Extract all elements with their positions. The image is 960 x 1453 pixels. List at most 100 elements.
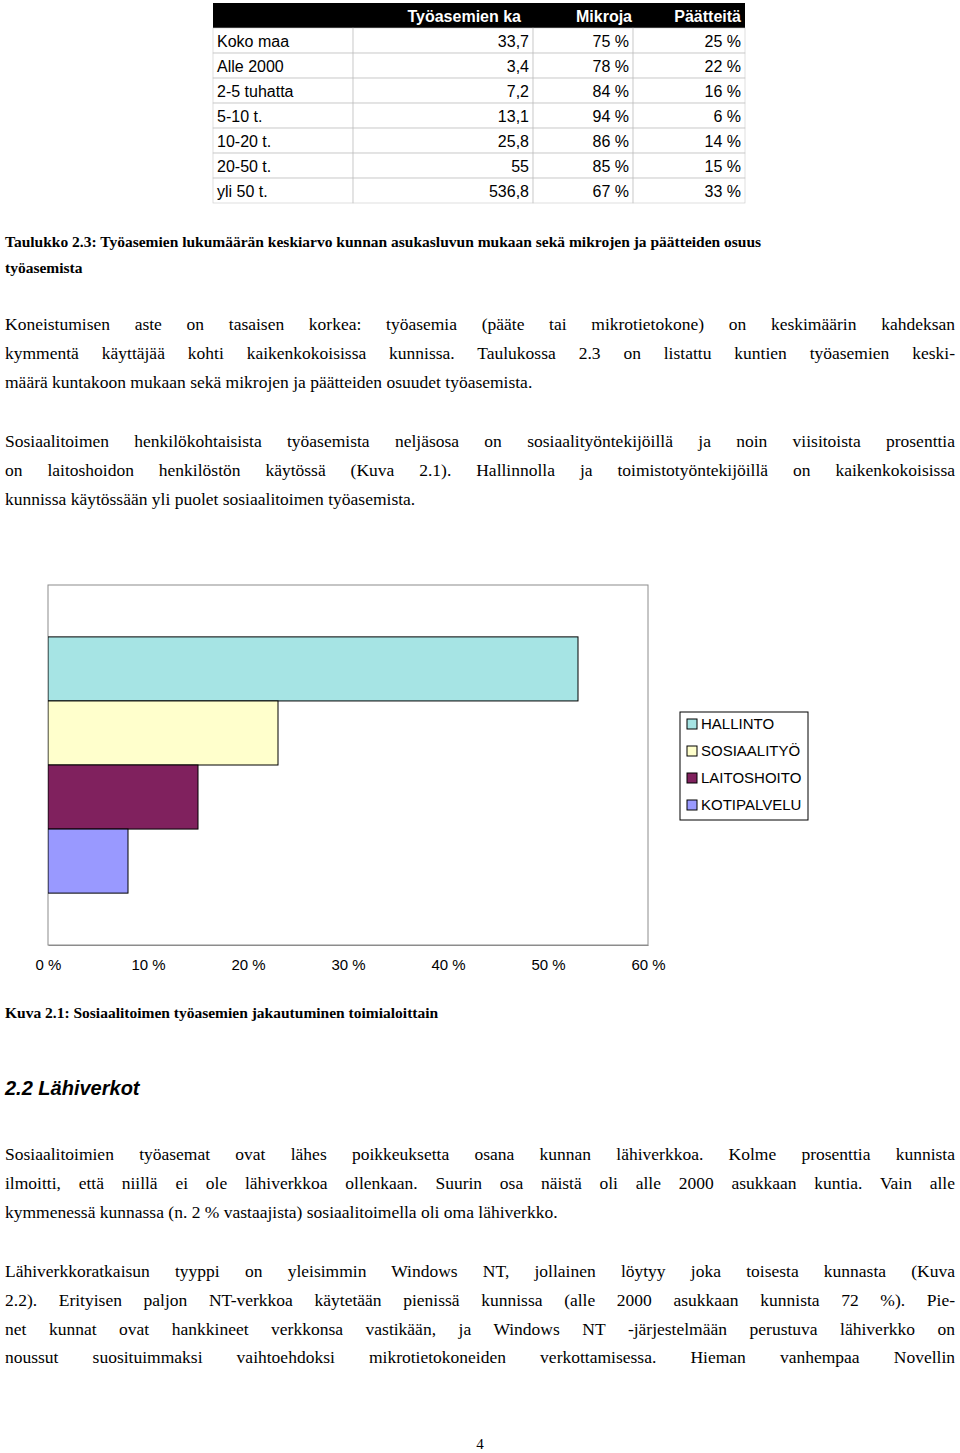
table-cell-text: 33 %: [705, 183, 741, 200]
table-cell-text: 2-5 tuhatta: [217, 83, 294, 100]
table-cell-text: 10-20 t.: [217, 133, 271, 150]
table-cell: [633, 78, 745, 103]
table-cell: [353, 78, 533, 103]
table-cell-text: 6 %: [713, 108, 741, 125]
table-header: Työasemien ka: [407, 8, 521, 25]
x-tick-label: 10 %: [131, 956, 165, 973]
table-cell: [353, 178, 533, 203]
table-cell: [353, 128, 533, 153]
plot-frame: [48, 585, 648, 945]
text-line: Kuva 2.1: Sosiaalitoimen työasemien jaka…: [5, 1004, 439, 1021]
table-cell-text: 78 %: [593, 58, 629, 75]
table-cell-text: Koko maa: [217, 33, 289, 50]
table-cell: [213, 153, 353, 178]
bar: [48, 765, 198, 829]
legend-swatch: [687, 746, 697, 756]
table-cell-text: 25,8: [498, 133, 529, 150]
x-tick: 50 %: [531, 945, 565, 973]
table-cell-text: 14 %: [705, 133, 741, 150]
table-cell-text: 25 %: [705, 33, 741, 50]
table-cell-text: 94 %: [593, 108, 629, 125]
legend-box: [680, 712, 808, 820]
table-cell-text: 85 %: [593, 158, 629, 175]
legend-swatch: [687, 719, 697, 729]
legend-label: HALLINTO: [701, 715, 774, 732]
text-line: ilmoitti, että niillä ei ole lähiverkkoa…: [5, 1173, 955, 1193]
x-tick: 60 %: [631, 945, 665, 973]
x-axis-line: [49, 945, 649, 946]
table-cell: [213, 128, 353, 153]
table-header: Päätteitä: [674, 8, 741, 25]
table-cell: [213, 178, 353, 203]
table-cell-text: 55: [511, 158, 529, 175]
table-cell-text: 20-50 t.: [217, 158, 271, 175]
chart: 0 % 10 % 20 % 30 % 40 % 50 % 60 % HALLINTO SOSIA…: [36, 585, 808, 973]
table-cell-text: yli 50 t.: [217, 183, 268, 200]
table-cell-text: 86 %: [593, 133, 629, 150]
text-line: 2.2). Erityisen paljon NT-verkkoa käytet…: [5, 1290, 955, 1310]
table-cell: [533, 153, 633, 178]
text-line: Taulukko 2.3: Työasemien lukumäärän kesk…: [5, 233, 761, 250]
table-cell-text: 67 %: [593, 183, 629, 200]
legend: HALLINTO SOSIAALITYÖ LAITOSHOITO KOTIPALVEL…: [680, 712, 808, 820]
table-cell: [533, 53, 633, 78]
legend-label: SOSIAALITYÖ: [701, 742, 800, 759]
table-cell: [353, 153, 533, 178]
x-tick: 40 %: [431, 945, 465, 973]
table-header-bg: [213, 3, 745, 28]
table-cell: [213, 103, 353, 128]
table-cell-text: 3,4: [507, 58, 529, 75]
x-tick-label: 40 %: [431, 956, 465, 973]
table-cell: [353, 103, 533, 128]
table-header: Mikroja: [576, 8, 632, 25]
x-axis: 0 % 10 % 20 % 30 % 40 % 50 % 60 %: [36, 945, 666, 973]
text-line: 2.2 Lähiverkot: [4, 1077, 141, 1099]
legend-label: LAITOSHOITO: [701, 769, 801, 786]
text-line: kunnissa käytössään yli puolet sosiaalit…: [5, 489, 415, 509]
page-number: 4: [476, 1436, 484, 1452]
text-line: kymmentä käyttäjää kohti kaikenkokoisiss…: [5, 343, 955, 363]
text-line: Sosiaalitoimien työasemat ovat lähes poi…: [5, 1144, 955, 1164]
x-tick: 30 %: [331, 945, 365, 973]
page: Työasemien ka Mikroja Päätteitä Koko maa 33,…: [0, 0, 960, 1453]
x-tick-label: 20 %: [231, 956, 265, 973]
table-cell-text: 13,1: [498, 108, 529, 125]
table-cell-text: Alle 2000: [217, 58, 284, 75]
table-cell: [533, 78, 633, 103]
bars: [48, 637, 578, 893]
table-cell: [633, 128, 745, 153]
table-cell-text: 15 %: [705, 158, 741, 175]
text-line: työasemista: [5, 259, 83, 276]
text-line: on laitoshoidon henkilöstön käytössä (Ku…: [5, 460, 955, 480]
table-cell-text: 75 %: [593, 33, 629, 50]
x-tick: 20 %: [231, 945, 265, 973]
text-line: Lähiverkkoratkaisun tyyppi on yleisimmin…: [5, 1261, 955, 1281]
bar: [48, 829, 128, 893]
table-cell: [633, 53, 745, 78]
table-cell: [533, 103, 633, 128]
table-cell-text: 7,2: [507, 83, 529, 100]
bar: [48, 637, 578, 701]
table-cell: [213, 78, 353, 103]
x-tick-label: 50 %: [531, 956, 565, 973]
x-tick: 0 %: [36, 945, 62, 973]
text-line: kymmenessä kunnassa (n. 2 % vastaajista)…: [5, 1202, 558, 1222]
bar: [48, 701, 278, 765]
table-cell: [633, 103, 745, 128]
x-tick: 10 %: [131, 945, 165, 973]
text-line: Sosiaalitoimen henkilökohtaisista työase…: [5, 431, 955, 451]
x-tick-label: 0 %: [36, 956, 62, 973]
table-cell: [353, 28, 533, 53]
table-cell: [213, 28, 353, 53]
table: Työasemien ka Mikroja Päätteitä Koko maa 33,…: [213, 3, 745, 203]
table-cell: [633, 153, 745, 178]
table-cell: [213, 53, 353, 78]
table-cell: [533, 28, 633, 53]
table-cell-text: 33,7: [498, 33, 529, 50]
table-cell-text: 84 %: [593, 83, 629, 100]
x-tick-label: 30 %: [331, 956, 365, 973]
legend-swatch: [687, 773, 697, 783]
text-line: net kunnat ovat hankkineet verkkonsa vas…: [5, 1319, 955, 1339]
table-cell-text: 536,8: [489, 183, 529, 200]
legend-label: KOTIPALVELU: [701, 796, 801, 813]
